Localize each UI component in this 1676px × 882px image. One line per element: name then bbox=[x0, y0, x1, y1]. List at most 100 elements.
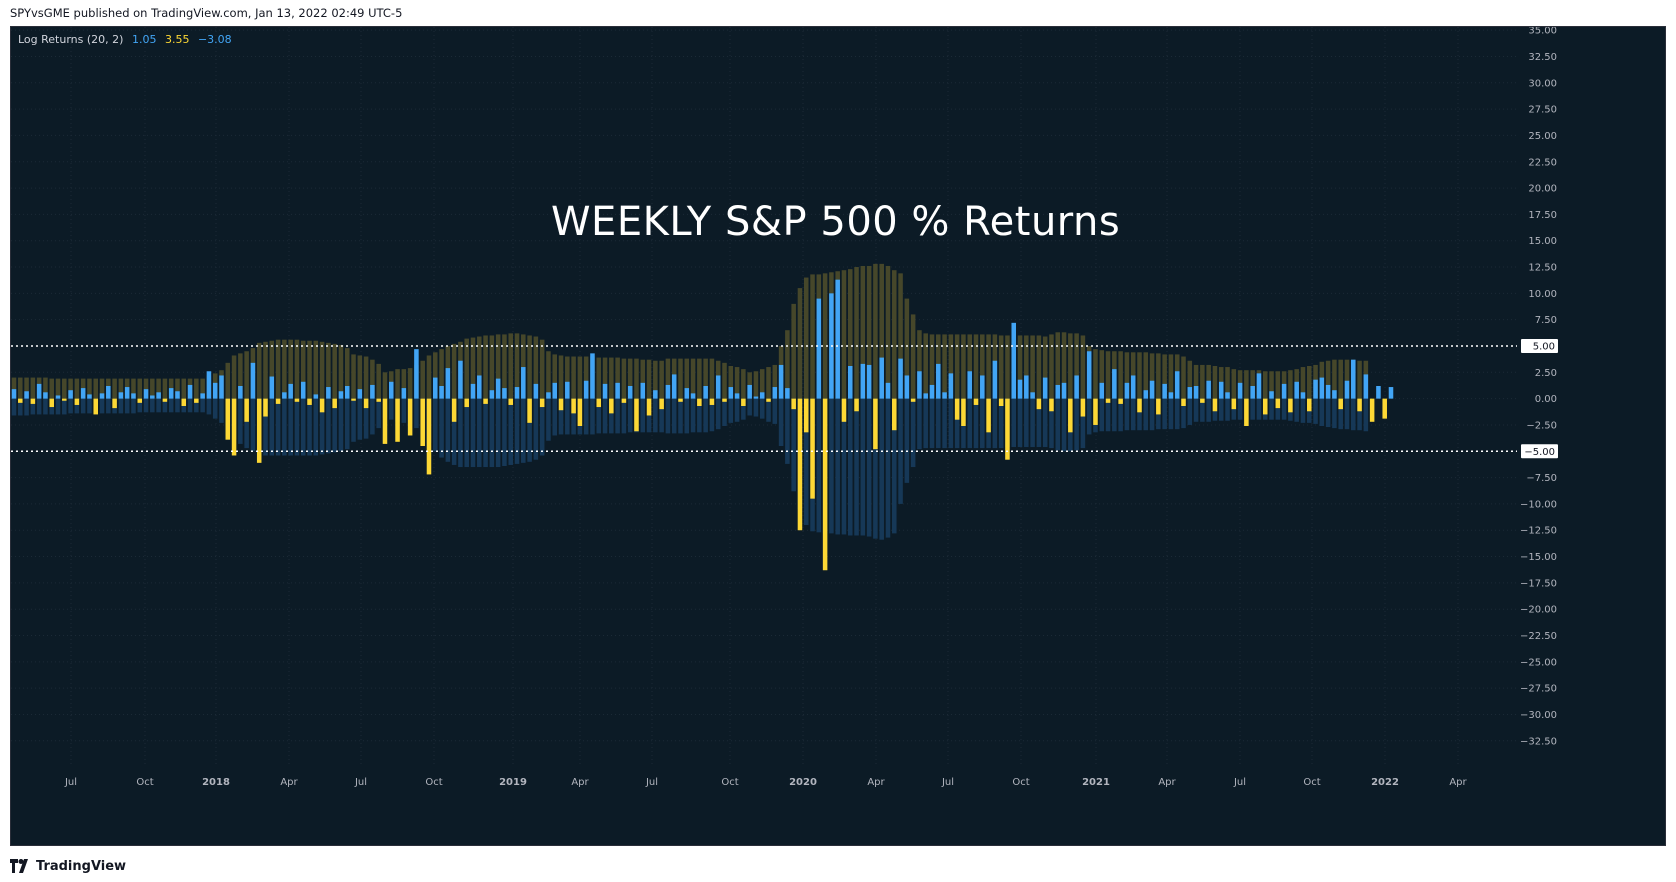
return-bar bbox=[766, 398, 771, 402]
upper-band-bar bbox=[1030, 335, 1035, 399]
upper-band-bar bbox=[495, 334, 501, 399]
upper-band-bar bbox=[942, 334, 947, 399]
upper-band-bar bbox=[62, 378, 67, 399]
upper-band-bar bbox=[759, 369, 765, 399]
lower-band-bar bbox=[1174, 398, 1180, 430]
upper-band-bar bbox=[986, 334, 991, 399]
return-bar bbox=[1313, 379, 1318, 399]
upper-band-bar bbox=[1156, 353, 1161, 399]
return-bar bbox=[910, 398, 916, 402]
y-tick-label: 27.50 bbox=[1528, 105, 1557, 116]
return-bar bbox=[370, 384, 375, 399]
upper-band-bar bbox=[640, 359, 646, 399]
return-bar bbox=[948, 373, 954, 399]
lower-band-bar bbox=[1074, 398, 1079, 451]
upper-band-bar bbox=[1187, 360, 1193, 399]
return-bar bbox=[194, 398, 199, 403]
lower-band-bar bbox=[904, 398, 910, 483]
y-tick-label: −22.50 bbox=[1520, 631, 1557, 642]
return-bar bbox=[898, 358, 903, 399]
lower-band-bar bbox=[741, 398, 746, 420]
legend-value-1: 1.05 bbox=[131, 33, 157, 46]
lower-band-bar bbox=[766, 398, 771, 422]
return-bar bbox=[697, 398, 702, 407]
lower-band-bar bbox=[816, 398, 822, 533]
upper-band-bar bbox=[451, 343, 457, 399]
lower-band-bar bbox=[1042, 398, 1048, 448]
lower-band-bar bbox=[433, 398, 438, 452]
lower-band-bar bbox=[1112, 398, 1117, 432]
x-tick-label: Jul bbox=[64, 777, 77, 788]
upper-band-bar bbox=[502, 334, 507, 399]
lower-band-bar bbox=[1281, 398, 1287, 420]
upper-band-bar bbox=[772, 364, 778, 399]
lower-band-bar bbox=[1162, 398, 1167, 430]
lower-band-bar bbox=[910, 398, 916, 468]
lower-band-bar bbox=[621, 398, 627, 434]
return-bar bbox=[973, 398, 979, 405]
return-bar bbox=[388, 381, 394, 399]
upper-band-bar bbox=[609, 357, 614, 399]
return-bar bbox=[338, 391, 344, 399]
lower-band-bar bbox=[1187, 398, 1193, 425]
lower-band-bar bbox=[546, 398, 551, 441]
return-bar bbox=[483, 398, 488, 404]
return-bar bbox=[451, 398, 457, 422]
return-bar bbox=[1011, 322, 1017, 399]
indicator-name[interactable]: Log Returns (20, 2) bbox=[18, 33, 124, 46]
upper-band-bar bbox=[282, 339, 287, 399]
lower-band-bar bbox=[470, 398, 476, 468]
lower-band-bar bbox=[571, 398, 576, 435]
lower-band-bar bbox=[967, 398, 972, 449]
lower-band-bar bbox=[36, 398, 42, 415]
return-bar bbox=[1262, 398, 1268, 415]
return-bar bbox=[1244, 398, 1249, 427]
return-bar bbox=[162, 398, 168, 402]
lower-band-bar bbox=[1250, 398, 1255, 420]
return-bar bbox=[464, 398, 469, 408]
return-bar bbox=[590, 353, 595, 399]
lower-band-bar bbox=[841, 398, 847, 535]
lower-band-bar bbox=[772, 398, 778, 424]
lower-band-bar bbox=[1124, 398, 1130, 431]
lower-band-bar bbox=[250, 398, 256, 452]
lower-band-bar bbox=[929, 398, 935, 449]
lower-band-bar bbox=[1218, 398, 1224, 421]
lower-band-bar bbox=[885, 398, 891, 538]
upper-band-bar bbox=[546, 351, 551, 399]
footer-brand[interactable]: TradingView bbox=[10, 856, 126, 876]
upper-band-bar bbox=[49, 378, 54, 399]
upper-band-bar bbox=[1269, 371, 1274, 399]
chart-pane[interactable]: 35.00 32.50 30.00 27.50 25.00 22.50 20.00 17.50… bbox=[10, 26, 1666, 846]
y-tick-label: −10.00 bbox=[1520, 499, 1557, 510]
lower-band-bar bbox=[30, 398, 36, 415]
chart-canvas[interactable]: 35.00 32.50 30.00 27.50 25.00 22.50 20.00 17.50… bbox=[11, 27, 1666, 846]
indicator-legend[interactable]: Log Returns (20, 2) 1.05 3.55 −3.08 bbox=[18, 33, 237, 46]
lower-band-bar bbox=[1137, 398, 1142, 431]
return-bar bbox=[722, 398, 727, 402]
upper-band-bar bbox=[854, 267, 859, 399]
upper-band-bar bbox=[18, 377, 23, 399]
return-bar bbox=[62, 398, 67, 401]
return-bar bbox=[571, 398, 576, 414]
upper-band-bar bbox=[382, 372, 388, 399]
return-bar bbox=[231, 398, 237, 456]
lower-band-bar bbox=[1269, 398, 1274, 420]
return-bar bbox=[420, 398, 425, 447]
upper-band-bar bbox=[810, 274, 815, 399]
lower-band-bar bbox=[489, 398, 495, 468]
lower-band-bar bbox=[659, 398, 664, 433]
upper-band-bar bbox=[244, 351, 249, 399]
y-tick-label: −12.50 bbox=[1520, 526, 1557, 537]
return-bar bbox=[539, 398, 545, 408]
return-bar bbox=[68, 390, 73, 399]
upper-band-bar bbox=[1061, 332, 1067, 399]
lower-band-bar bbox=[43, 398, 48, 415]
return-bar bbox=[1269, 391, 1274, 399]
lower-band-bar bbox=[627, 398, 633, 433]
return-bar bbox=[998, 398, 1004, 407]
return-bar bbox=[1237, 382, 1243, 399]
lower-band-bar bbox=[1024, 398, 1029, 448]
lower-band-bar bbox=[275, 398, 281, 456]
lower-band-bar bbox=[671, 398, 677, 434]
